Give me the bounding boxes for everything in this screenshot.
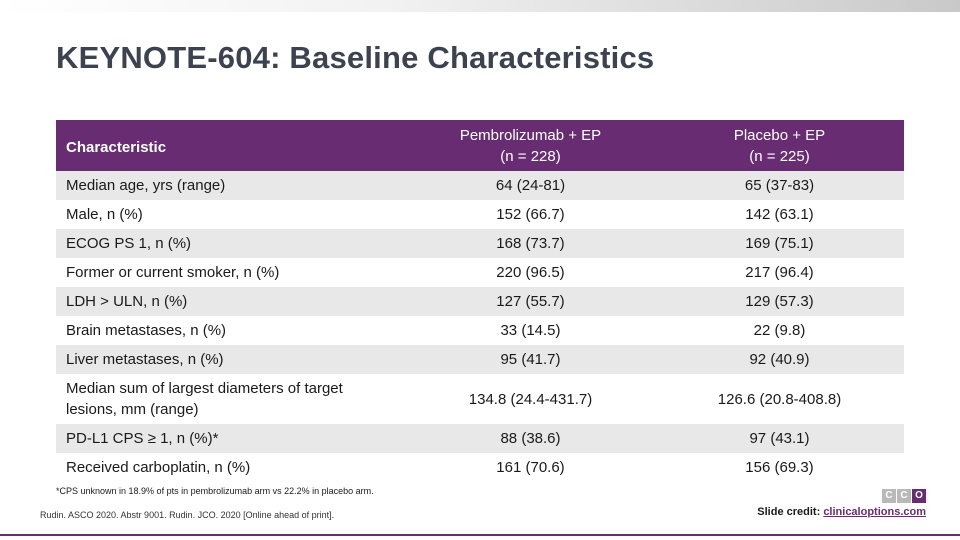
- row-label: PD-L1 CPS ≥ 1, n (%)*: [66, 430, 219, 447]
- header-arm2-name: Placebo + EP: [733, 126, 826, 144]
- row-arm1-value: 64 (24-81): [495, 177, 566, 194]
- row-arm2-value: 142 (63.1): [745, 206, 814, 223]
- row-arm1-value: 88 (38.6): [500, 430, 561, 447]
- row-label: Received carboplatin, n (%): [66, 459, 251, 476]
- row-arm1-value: 33 (14.5): [500, 322, 561, 339]
- row-label: Liver metastases, n (%): [66, 351, 224, 368]
- row-label: Former or current smoker, n (%): [66, 264, 280, 281]
- reference-citation: Rudin. ASCO 2020. Abstr 9001. Rudin. JCO…: [40, 510, 335, 520]
- header-characteristic: Characteristic: [66, 139, 167, 156]
- row-label: Median age, yrs (range): [66, 177, 226, 194]
- table-row: Former or current smoker, n (%) 220 (96.…: [56, 258, 904, 287]
- row-label: Brain metastases, n (%): [66, 322, 227, 339]
- row-arm2-value: 217 (96.4): [745, 264, 814, 281]
- row-arm2-value: 65 (37-83): [744, 177, 815, 194]
- credit-label: Slide credit:: [757, 506, 821, 518]
- header-arm2-n: (n = 225): [749, 147, 810, 165]
- row-arm2-value: 129 (57.3): [745, 293, 814, 310]
- row-arm2-value: 169 (75.1): [745, 235, 814, 252]
- row-label: Median sum of largest diameters of targe…: [66, 380, 343, 418]
- table-row: Brain metastases, n (%) 33 (14.5) 22 (9.…: [56, 316, 904, 345]
- row-arm1-value: 168 (73.7): [496, 235, 565, 252]
- header-pembrolizumab-arm: Pembrolizumab + EP (n = 228): [406, 120, 655, 171]
- row-arm1-value: 95 (41.7): [500, 351, 561, 368]
- row-arm1-value: 152 (66.7): [496, 206, 565, 223]
- table-row: Median age, yrs (range) 64 (24-81) 65 (3…: [56, 171, 904, 200]
- row-arm1-value: 220 (96.5): [496, 264, 565, 281]
- credit-link[interactable]: clinicaloptions.com: [823, 506, 926, 518]
- slide-title: KEYNOTE-604: Baseline Characteristics: [56, 40, 655, 75]
- row-arm1-value: 134.8 (24.4-431.7): [468, 390, 593, 408]
- row-arm1-value: 127 (55.7): [496, 293, 565, 310]
- table-row: Received carboplatin, n (%) 161 (70.6) 1…: [56, 453, 904, 482]
- table-row: Liver metastases, n (%) 95 (41.7) 92 (40…: [56, 345, 904, 374]
- row-arm2-value: 156 (69.3): [745, 459, 814, 476]
- header-arm1-n: (n = 228): [500, 147, 561, 165]
- table-row: Male, n (%) 152 (66.7) 142 (63.1): [56, 200, 904, 229]
- cco-logo: C C O: [882, 489, 926, 503]
- row-label: Male, n (%): [66, 206, 143, 223]
- baseline-characteristics-table: Characteristic Pembrolizumab + EP (n = 2…: [56, 120, 904, 482]
- table-row: ECOG PS 1, n (%) 168 (73.7) 169 (75.1): [56, 229, 904, 258]
- logo-letter: O: [912, 489, 926, 503]
- footnote: *CPS unknown in 18.9% of pts in pembroli…: [56, 486, 374, 496]
- table-row: LDH > ULN, n (%) 127 (55.7) 129 (57.3): [56, 287, 904, 316]
- row-label: ECOG PS 1, n (%): [66, 235, 192, 252]
- logo-letter: C: [897, 489, 911, 503]
- row-arm1-value: 161 (70.6): [496, 459, 565, 476]
- row-arm2-value: 126.6 (20.8-408.8): [717, 390, 842, 408]
- bottom-divider: [0, 534, 960, 536]
- top-gradient-bar: [0, 0, 960, 12]
- logo-letter: C: [882, 489, 896, 503]
- header-placebo-arm: Placebo + EP (n = 225): [655, 120, 904, 171]
- header-arm1-name: Pembrolizumab + EP: [459, 126, 602, 144]
- table-header-row: Characteristic Pembrolizumab + EP (n = 2…: [56, 120, 904, 171]
- slide-credit: Slide credit: clinicaloptions.com: [757, 506, 926, 518]
- row-label: LDH > ULN, n (%): [66, 293, 188, 310]
- row-arm2-value: 22 (9.8): [753, 322, 806, 339]
- row-arm2-value: 92 (40.9): [749, 351, 810, 368]
- table-row: Median sum of largest diameters of targe…: [56, 374, 904, 424]
- row-arm2-value: 97 (43.1): [749, 430, 810, 447]
- table-row: PD-L1 CPS ≥ 1, n (%)* 88 (38.6) 97 (43.1…: [56, 424, 904, 453]
